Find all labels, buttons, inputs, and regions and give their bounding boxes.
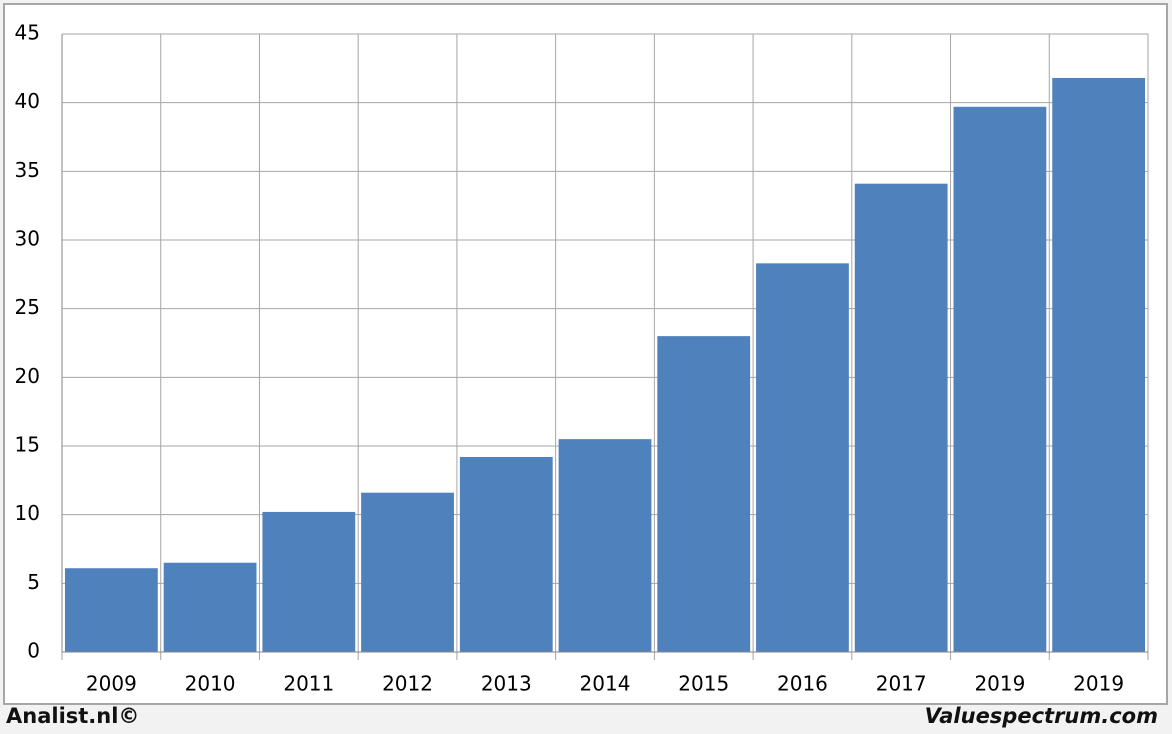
bar [558, 439, 652, 652]
bar [64, 568, 158, 652]
y-tick-label: 5 [27, 570, 40, 594]
footer-right: Valuespectrum.com [925, 704, 1158, 728]
x-tick-label: 2013 [481, 672, 532, 696]
bar [1052, 77, 1146, 653]
y-tick-label: 35 [15, 158, 40, 182]
y-tick-label: 0 [27, 639, 40, 663]
x-tick-label: 2019 [974, 672, 1025, 696]
x-tick-label: 2015 [678, 672, 729, 696]
x-tick-label: 2009 [86, 672, 137, 696]
x-tick-label: 2014 [580, 672, 631, 696]
bar [854, 183, 948, 652]
bar [262, 511, 356, 652]
y-tick-label: 30 [15, 227, 40, 251]
y-tick-label: 45 [15, 21, 40, 45]
x-tick-label: 2017 [876, 672, 927, 696]
x-tick-label: 2019 [1073, 672, 1124, 696]
y-tick-label: 25 [15, 295, 40, 319]
bar [361, 492, 454, 652]
x-tick-label: 2011 [283, 672, 334, 696]
y-tick-label: 10 [15, 501, 40, 525]
bar [657, 336, 751, 652]
y-tick-label: 40 [15, 89, 40, 113]
bar [459, 456, 553, 652]
bar [756, 263, 849, 652]
footer-left: Analist.nl© [6, 704, 139, 728]
x-tick-label: 2012 [382, 672, 433, 696]
bar [163, 562, 257, 652]
x-tick-label: 2010 [185, 672, 236, 696]
y-tick-label: 20 [15, 364, 40, 388]
bar [953, 106, 1047, 652]
y-tick-label: 15 [15, 433, 40, 457]
x-tick-label: 2016 [777, 672, 828, 696]
